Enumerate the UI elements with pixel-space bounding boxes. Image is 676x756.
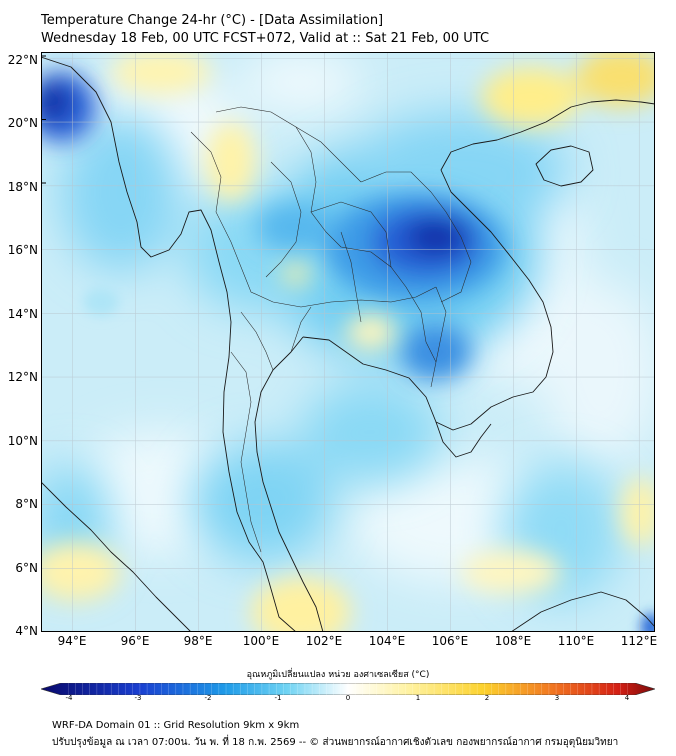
lon-label-96e: 96°E: [120, 634, 150, 648]
lon-label-94e: 94°E: [57, 634, 87, 648]
gridlines: [41, 52, 655, 632]
lat-label-6n: 6°N: [15, 561, 38, 575]
map-title: Temperature Change 24-hr (°C) - [Data As…: [41, 13, 384, 28]
coastline-mainland: [41, 56, 297, 632]
coastline-mekong-delta: [435, 421, 492, 458]
field-warm-areas: [41, 52, 655, 632]
colorbar-tick: -4: [65, 694, 73, 702]
coastlines: [41, 56, 655, 632]
colorbar-tick: 0: [345, 694, 351, 702]
field-small-features: [83, 288, 655, 632]
colorbar-tick: 2: [484, 694, 490, 702]
lat-label-14n: 14°N: [7, 307, 38, 321]
colorbar-tick: 3: [554, 694, 560, 702]
lon-label-108e: 108°E: [494, 634, 532, 648]
temperature-change-map: [41, 52, 655, 632]
lon-label-102e: 102°E: [305, 634, 343, 648]
lon-label-112e: 112°E: [620, 634, 658, 648]
lon-label-106e: 106°E: [431, 634, 469, 648]
lat-label-8n: 8°N: [15, 497, 38, 511]
lat-label-10n: 10°N: [7, 434, 38, 448]
lat-label-18n: 18°N: [7, 180, 38, 194]
lon-label-104e: 104°E: [368, 634, 406, 648]
colorbar: [39, 680, 657, 696]
admin-borders: [190, 106, 472, 553]
colorbar-tick: 4: [624, 694, 630, 702]
lat-label-20n: 20°N: [7, 116, 38, 130]
coastline-borneo: [510, 591, 655, 632]
colorbar-tick: -1: [274, 694, 282, 702]
lat-label-22n: 22°N: [7, 53, 38, 67]
model-info: WRF-DA Domain 01 :: Grid Resolution 9km …: [52, 720, 300, 731]
colorbar-title: อุณหภูมิเปลี่ยนแปลง หน่วย องศาเซลเซียส (…: [246, 670, 430, 680]
credit-line: ปรับปรุงข้อมูล ณ เวลา 07:00น. วัน พ. ที่…: [52, 737, 619, 748]
colorbar-tick: 1: [415, 694, 421, 702]
lat-label-4n: 4°N: [15, 624, 38, 638]
colorbar-tick: -2: [204, 694, 212, 702]
lat-label-12n: 12°N: [7, 370, 38, 384]
colorbar-graphic: [39, 682, 657, 696]
lon-label-98e: 98°E: [183, 634, 213, 648]
coastline-hainan: [535, 145, 594, 187]
map-subtitle: Wednesday 18 Feb, 00 UTC FCST+072, Valid…: [41, 31, 490, 46]
coastline-sumatra: [41, 481, 192, 632]
lon-label-110e: 110°E: [557, 634, 595, 648]
lat-label-16n: 16°N: [7, 243, 38, 257]
lon-label-100e: 100°E: [242, 634, 280, 648]
map-panel: [41, 52, 655, 632]
colorbar-tick: -3: [134, 694, 142, 702]
coastline-gulf: [302, 99, 655, 431]
map-frame: [41, 52, 655, 632]
